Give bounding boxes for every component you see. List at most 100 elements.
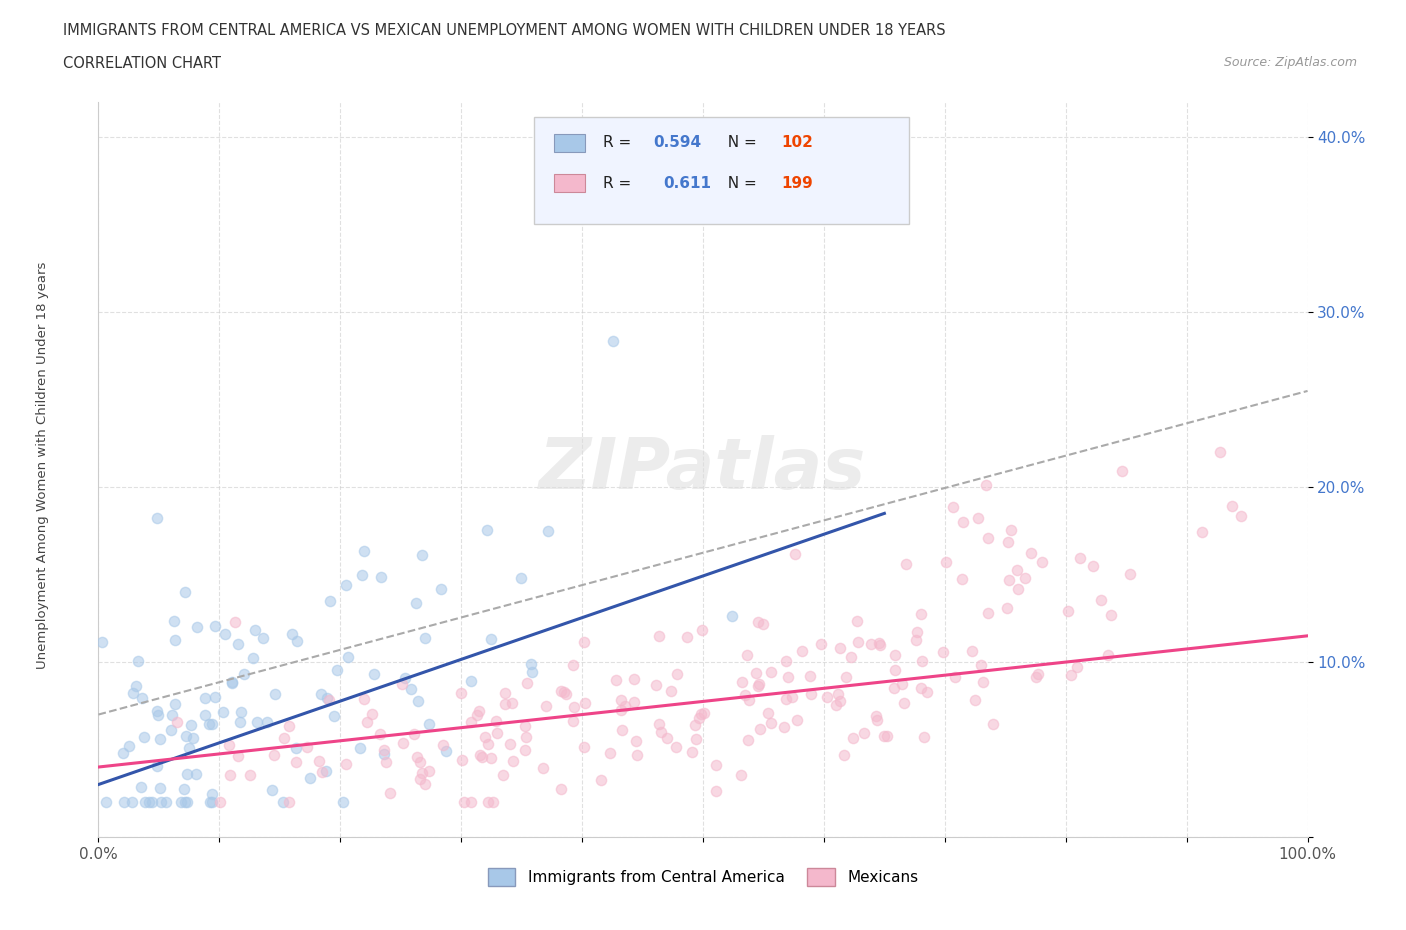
Text: N =: N =: [717, 176, 761, 191]
Point: [146, 708, 169, 723]
Point: [574, 696, 596, 711]
Point: [614, 698, 637, 713]
Point: [486, 725, 509, 740]
Point: [399, 682, 422, 697]
Point: [138, 794, 160, 809]
Point: [828, 640, 851, 655]
Point: [772, 719, 794, 734]
Point: [485, 713, 508, 728]
Point: [479, 631, 502, 646]
Point: [553, 684, 575, 699]
Point: [256, 714, 278, 729]
Point: [519, 657, 541, 671]
Point: [665, 667, 688, 682]
Point: [224, 615, 246, 630]
Point: [721, 608, 744, 623]
Point: [748, 677, 770, 692]
Point: [308, 753, 330, 768]
Point: [562, 699, 585, 714]
Point: [759, 664, 782, 679]
Point: [515, 742, 537, 757]
Text: IMMIGRANTS FROM CENTRAL AMERICA VS MEXICAN UNEMPLOYMENT AMONG WOMEN WITH CHILDRE: IMMIGRANTS FROM CENTRAL AMERICA VS MEXIC…: [63, 23, 946, 38]
Point: [201, 787, 224, 802]
Point: [194, 708, 217, 723]
Point: [689, 707, 711, 722]
Point: [413, 777, 436, 791]
Point: [655, 731, 678, 746]
Point: [832, 748, 855, 763]
Point: [910, 681, 932, 696]
Point: [336, 650, 359, 665]
Point: [214, 627, 236, 642]
Point: [131, 691, 153, 706]
Point: [977, 605, 1000, 620]
Point: [239, 767, 262, 782]
FancyBboxPatch shape: [534, 117, 908, 223]
Point: [309, 686, 332, 701]
Text: ZIPatlas: ZIPatlas: [540, 435, 866, 504]
Point: [942, 500, 965, 515]
Point: [745, 666, 768, 681]
Point: [751, 617, 773, 631]
Point: [859, 637, 882, 652]
Point: [94, 794, 117, 809]
Point: [434, 744, 457, 759]
Point: [146, 704, 169, 719]
Point: [149, 732, 172, 747]
Point: [315, 764, 337, 778]
Bar: [554, 134, 585, 152]
Point: [692, 623, 714, 638]
Point: [477, 736, 499, 751]
Point: [163, 614, 186, 629]
Point: [977, 530, 1000, 545]
Point: [681, 745, 703, 760]
Point: [318, 693, 340, 708]
Point: [326, 662, 349, 677]
Point: [828, 694, 851, 709]
Point: [1111, 464, 1133, 479]
Point: [184, 767, 207, 782]
Point: [499, 737, 522, 751]
Point: [374, 754, 396, 769]
Point: [911, 654, 934, 669]
Point: [810, 637, 832, 652]
Point: [841, 650, 863, 665]
Point: [550, 782, 572, 797]
Point: [869, 637, 891, 652]
Point: [905, 624, 928, 639]
Point: [349, 741, 371, 756]
Point: [373, 747, 395, 762]
Point: [121, 794, 143, 809]
Point: [891, 676, 914, 691]
Point: [146, 511, 169, 525]
Point: [370, 726, 392, 741]
Point: [1097, 647, 1119, 662]
Point: [704, 758, 727, 773]
Point: [352, 567, 374, 582]
Text: 0.594: 0.594: [654, 135, 702, 151]
Point: [299, 770, 322, 785]
Point: [173, 781, 195, 796]
Point: [233, 667, 256, 682]
Point: [997, 572, 1019, 587]
Point: [943, 670, 966, 684]
Point: [174, 729, 197, 744]
Point: [111, 745, 134, 760]
Point: [361, 707, 384, 722]
Point: [194, 691, 217, 706]
Point: [311, 764, 333, 779]
Text: Unemployment Among Women with Children Under 18 years: Unemployment Among Women with Children U…: [35, 261, 49, 669]
Point: [1026, 666, 1049, 681]
Point: [281, 626, 304, 641]
Point: [163, 632, 186, 647]
Point: [1230, 509, 1253, 524]
Point: [730, 767, 752, 782]
Point: [221, 674, 243, 689]
Point: [413, 631, 436, 645]
Point: [173, 794, 195, 809]
Legend: Immigrants from Central America, Mexicans: Immigrants from Central America, Mexican…: [482, 862, 924, 892]
Point: [1005, 563, 1028, 578]
Point: [246, 715, 269, 730]
Point: [1090, 592, 1112, 607]
Point: [149, 781, 172, 796]
